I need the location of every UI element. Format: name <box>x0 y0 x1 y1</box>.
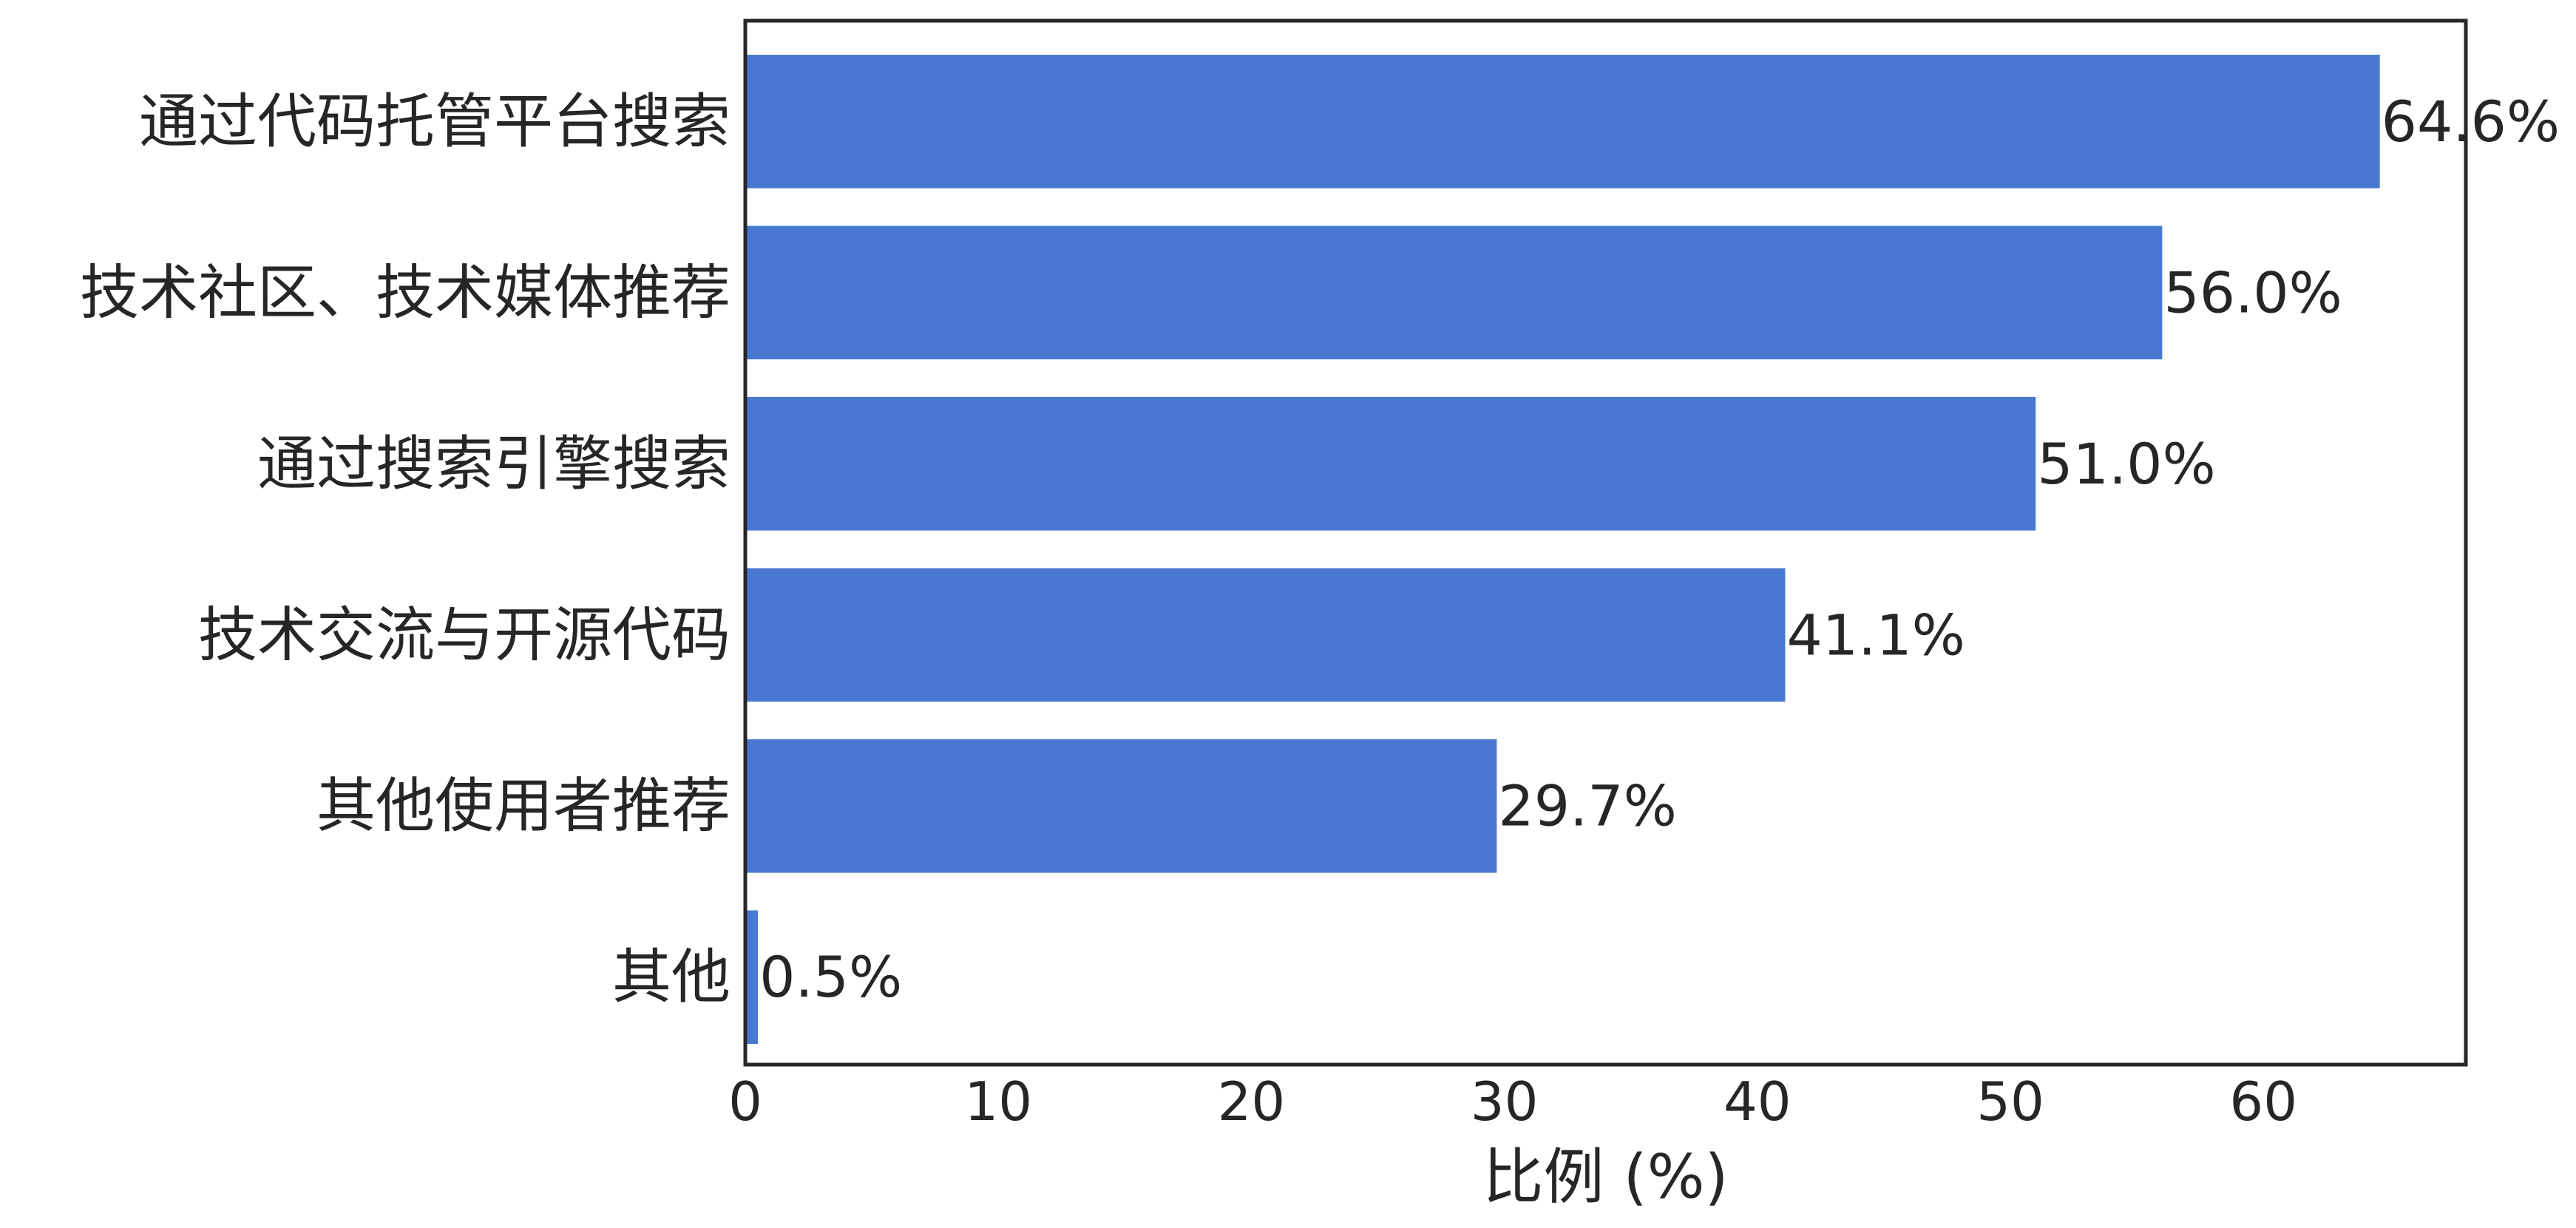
bar-4 <box>745 739 1497 873</box>
bars-layer <box>745 55 2380 1044</box>
data-labels: 64.6% 56.0% 51.0% 41.1% 29.7% 0.5% <box>759 89 2560 1010</box>
x-tick-label-0: 0 <box>728 1071 762 1133</box>
category-label-0: 通过代码托管平台搜索 <box>139 87 731 156</box>
category-label-4: 其他使用者推荐 <box>316 772 731 841</box>
x-tick-label-5: 50 <box>1976 1071 2044 1133</box>
data-label-1: 56.0% <box>2163 259 2342 325</box>
x-tick-label-1: 10 <box>964 1071 1032 1133</box>
x-axis-title: 比例 (%) <box>1483 1142 1729 1212</box>
plot-frame <box>743 18 2468 1067</box>
data-label-5: 0.5% <box>759 944 902 1010</box>
category-labels: 通过代码托管平台搜索技术社区、技术媒体推荐通过搜索引擎搜索技术交流与开源代码其他… <box>80 87 731 1011</box>
data-label-0: 64.6% <box>2382 89 2560 155</box>
x-tick-label-6: 60 <box>2229 1071 2297 1133</box>
bar-0 <box>745 55 2380 189</box>
x-tick-label-3: 30 <box>1471 1071 1539 1133</box>
bar-5 <box>745 910 759 1044</box>
category-label-3: 技术交流与开源代码 <box>198 600 731 669</box>
bar-2 <box>745 397 2036 531</box>
category-label-2: 通过搜索引擎搜索 <box>257 430 731 498</box>
category-label-1: 技术社区、技术媒体推荐 <box>80 258 731 327</box>
data-label-4: 29.7% <box>1498 773 1676 839</box>
x-tick-label-4: 40 <box>1723 1071 1792 1133</box>
data-label-3: 41.1% <box>1786 602 1965 668</box>
bar-3 <box>745 568 1786 702</box>
data-label-2: 51.0% <box>2037 431 2215 497</box>
category-label-5: 其他 <box>612 943 731 1011</box>
x-tick-label-2: 20 <box>1218 1071 1286 1133</box>
x-axis-ticks: 0 10 20 30 40 50 60 <box>728 1071 2297 1133</box>
bar-1 <box>745 225 2163 360</box>
